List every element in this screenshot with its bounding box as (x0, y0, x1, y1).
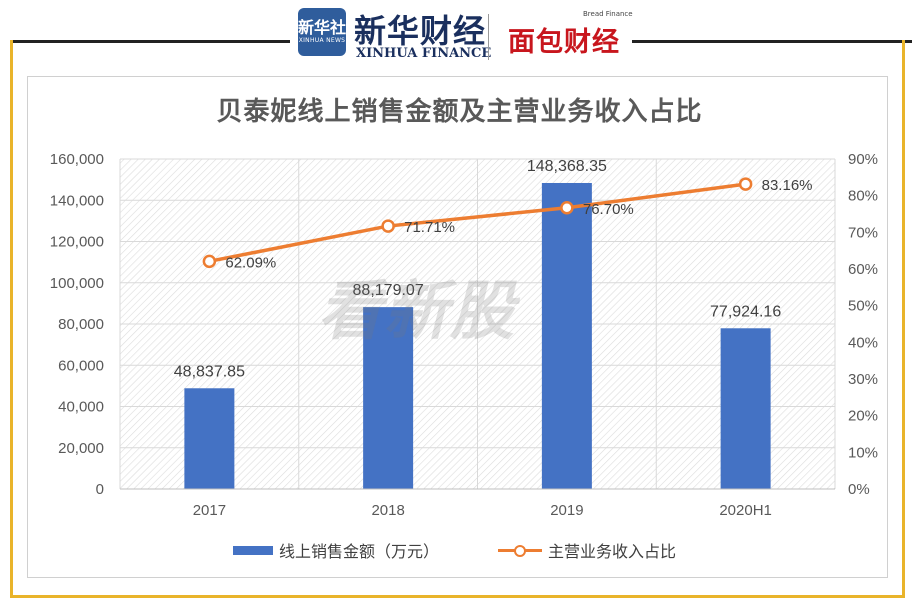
legend-label-line: 主营业务收入占比 (548, 542, 677, 561)
legend-swatch-bar (233, 545, 273, 555)
y-left-tick-label: 40,000 (58, 399, 104, 416)
line-point-2019 (560, 201, 574, 215)
bar-2019 (541, 182, 592, 489)
line-series: 62.09% 71.71% 76.70% 83.16% (202, 177, 813, 271)
y-right-tick-label: 30% (848, 371, 878, 388)
y-right-tick-label: 90% (848, 151, 878, 168)
x-tick-label: 2020H1 (719, 502, 772, 519)
y-right-tick-label: 20% (848, 408, 878, 425)
gold-frame (10, 40, 905, 598)
y-left-tick-label: 140,000 (50, 192, 104, 209)
watermark: 看新股 (318, 275, 516, 349)
y-left-tick-label: 100,000 (50, 275, 104, 292)
bar-data-label: 88,179.07 (353, 282, 424, 299)
line-data-label: 62.09% (225, 254, 276, 271)
chart-title: 贝泰妮线上销售金额及主营业务收入占比 (216, 97, 703, 127)
xinhua-finance-logo-en: XINHUA FINANCE (356, 46, 492, 61)
y-right-tick-label: 60% (848, 261, 878, 278)
header: 新华社 XINHUA NEWS 新华财经 XINHUA FINANCE Brea… (0, 0, 919, 70)
header-rule-right (632, 40, 912, 43)
line-point-2018 (381, 219, 395, 233)
legend-item-line: 主营业务收入占比 (498, 538, 676, 562)
bar-data-label: 148,368.35 (527, 158, 607, 175)
y-right-tick-label: 40% (848, 334, 878, 351)
bar-series: 48,837.85 88,179.07 148,368.35 77,924.16 (174, 158, 781, 489)
bread-finance-logo-cn: 面包财经 (508, 27, 620, 58)
line-path (209, 182, 746, 264)
x-tick-label: 2017 (193, 502, 226, 519)
line-data-label: 76.70% (583, 201, 634, 218)
x-tick-label: 2018 (371, 502, 404, 519)
bar-2020H1 (720, 328, 771, 489)
bar-data-label: 48,837.85 (174, 363, 245, 380)
y-left-tick-label: 0 (96, 481, 104, 498)
axes: 0 20,000 40,000 60,000 80,000 100,000 120,000 1… (50, 151, 878, 519)
line-data-label: 71.71% (404, 219, 455, 236)
y-right-tick-label: 10% (848, 444, 878, 461)
line-point-2020H1 (738, 177, 753, 191)
logo-divider (488, 14, 489, 60)
xinhua-news-logo-en: XINHUA NEWS (298, 37, 346, 44)
bread-finance-logo-en: Bread Finance (583, 10, 633, 18)
y-right-tick-label: 70% (848, 224, 878, 241)
y-right-tick-label: 80% (848, 188, 878, 205)
legend-label-bar: 线上销售金额（万元） (279, 542, 440, 561)
header-rule-left (10, 40, 290, 43)
line-data-label: 83.16% (762, 177, 813, 194)
bar-data-label: 77,924.16 (710, 303, 781, 320)
line-point-2017 (202, 254, 217, 269)
bar-2018 (363, 307, 414, 489)
y-left-tick-label: 20,000 (58, 440, 104, 457)
xinhua-news-logo-cn: 新华社 (298, 18, 347, 37)
y-left-tick-label: 80,000 (58, 316, 104, 333)
legend: 线上销售金额（万元） 主营业务收入占比 (0, 538, 919, 562)
xinhua-finance-logo-cn: 新华财经 (354, 12, 487, 50)
x-tick-label: 2019 (550, 502, 583, 519)
legend-swatch-line (498, 545, 542, 557)
y-left-tick-label: 120,000 (50, 234, 104, 251)
xinhua-news-logo: 新华社 XINHUA NEWS (298, 8, 346, 56)
y-left-tick-label: 60,000 (58, 357, 104, 374)
legend-item-bar: 线上销售金额（万元） (233, 538, 439, 562)
y-right-tick-label: 50% (848, 298, 878, 315)
y-right-tick-label: 0% (848, 481, 870, 498)
y-left-tick-label: 160,000 (50, 151, 104, 168)
bar-2017 (184, 388, 235, 489)
